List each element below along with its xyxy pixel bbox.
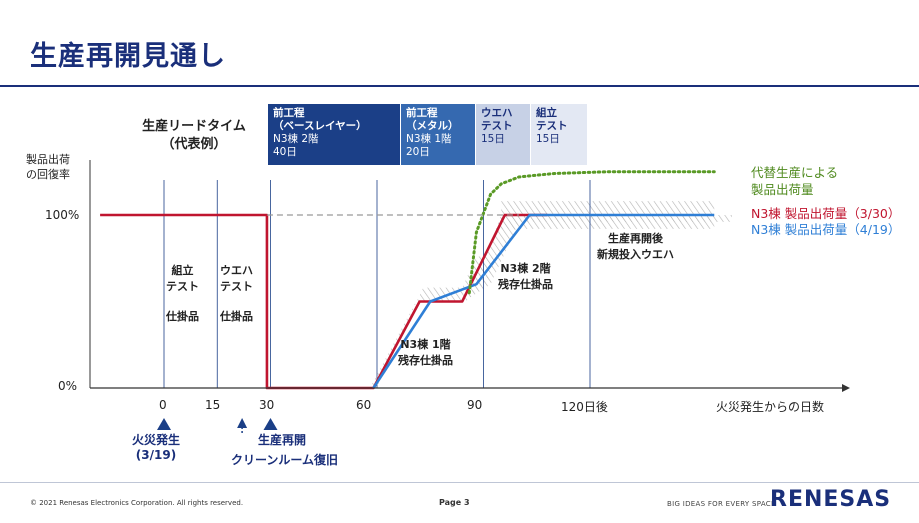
x-tick-30: 30 — [259, 398, 275, 412]
legend-line: 代替生産による — [751, 165, 839, 180]
annotation-line: 仕掛品 — [166, 310, 199, 323]
series-layer — [100, 170, 716, 390]
page-number: Page 3 — [439, 498, 470, 507]
phase-name-sub: テスト — [536, 120, 568, 132]
event-label: (3/19) — [135, 448, 177, 462]
phase-days: 15日 — [536, 133, 560, 145]
phase-location: N3棟 2階 — [273, 133, 319, 145]
phase-name-sub: （ベースレイヤー） — [273, 120, 367, 132]
y-axis-title-line2: の回復率 — [26, 168, 70, 181]
x-axis-arrow-icon — [842, 384, 850, 392]
event-label: 火災発生 — [132, 433, 181, 447]
annotation-line: ウエハ — [220, 264, 253, 277]
phase-location: N3棟 1階 — [406, 133, 452, 145]
y-tick-0: 0% — [58, 379, 78, 393]
event-arrow-icon-0 — [157, 418, 171, 430]
phase-name-sub: テスト — [481, 120, 513, 132]
phase-front-end-base: 前工程 （ベースレイヤー） N3棟 2階 40日 — [268, 104, 400, 165]
phase-front-end-metal: 前工程 （メタル） N3棟 1階 20日 — [401, 104, 475, 165]
legend-n3-shipment-0419: N3棟 製品出荷量（4/19） — [751, 222, 901, 237]
axis-layer — [89, 160, 850, 433]
annotation-line: N3棟 1階 — [400, 338, 451, 351]
phase-name: 組立 — [536, 107, 557, 119]
phase-days: 40日 — [273, 146, 297, 158]
y-tick-100: 100% — [45, 208, 80, 222]
event-fire: 火災発生 (3/19) — [132, 433, 180, 463]
lead-time-label-line2: （代表例） — [161, 137, 227, 152]
x-axis-title: 火災発生からの日数 — [716, 400, 825, 414]
lead-time-label-line1: 生産リードタイム — [142, 119, 246, 134]
series-line-2 — [467, 170, 716, 295]
annotation-line: 新規投入ウエハ — [597, 248, 674, 261]
annotation-assembly-wip: 組立 テスト 仕掛品 — [166, 263, 199, 325]
x-tick-0: 0 — [159, 398, 167, 412]
annotation-line: 残存仕掛品 — [398, 354, 453, 367]
renesas-logo: RENESAS — [770, 487, 892, 512]
lead-time-label: 生産リードタイム （代表例） — [120, 118, 268, 154]
series-line-0 — [100, 213, 548, 390]
annotation-line: 残存仕掛品 — [498, 278, 553, 291]
annotation-line: N3棟 2階 — [500, 262, 551, 275]
x-tick-60: 60 — [356, 398, 372, 412]
annotation-n3-1f-wip: N3棟 1階 残存仕掛品 — [398, 337, 453, 369]
annotation-line: 組立 — [171, 264, 194, 277]
event-production-restart: 生産再開 — [258, 433, 307, 447]
footer-divider — [0, 482, 919, 483]
phase-name-sub: （メタル） — [406, 120, 459, 132]
phase-wafer-test: ウエハ テスト 15日 — [476, 104, 530, 165]
legend-alternative-production: 代替生産による 製品出荷量 — [751, 164, 838, 198]
annotation-line: 生産再開後 — [608, 232, 663, 245]
series-line-1 — [372, 213, 715, 389]
x-tick-15: 15 — [205, 398, 221, 412]
legend-n3-shipment-0330: N3棟 製品出荷量（3/30） — [751, 206, 901, 221]
copyright: © 2021 Renesas Electronics Corporation. … — [30, 499, 244, 507]
phase-name: 前工程 — [406, 107, 438, 119]
legend-line: 製品出荷量 — [751, 182, 814, 197]
tagline: BIG IDEAS FOR EVERY SPACE — [667, 500, 776, 508]
x-tick-90: 90 — [467, 398, 483, 412]
x-tick-120: 120日後 — [561, 400, 608, 414]
annotation-wafer-wip: ウエハ テスト 仕掛品 — [220, 263, 253, 325]
annotation-n3-2f-wip: N3棟 2階 残存仕掛品 — [498, 261, 553, 293]
y-axis-title: 製品出荷 の回復率 — [26, 152, 70, 182]
event-arrow-icon-2 — [263, 418, 278, 430]
page-title: 生産再開見通し — [30, 41, 226, 72]
annotation-new-wafer: 生産再開後 新規投入ウエハ — [597, 231, 674, 263]
annotation-line: テスト — [166, 280, 199, 293]
phase-name: ウエハ — [481, 107, 513, 119]
phase-assembly-test: 組立 テスト 15日 — [531, 104, 587, 165]
annotation-line: テスト — [220, 280, 253, 293]
title-divider — [0, 85, 919, 87]
y-axis-title-line1: 製品出荷 — [26, 153, 70, 166]
phase-days: 15日 — [481, 133, 505, 145]
event-arrow-icon-1 — [237, 418, 248, 428]
phase-name: 前工程 — [273, 107, 305, 119]
annotation-line: 仕掛品 — [220, 310, 253, 323]
phase-days: 20日 — [406, 146, 430, 158]
event-cleanroom-recovery: クリーンルーム復旧 — [231, 453, 339, 467]
